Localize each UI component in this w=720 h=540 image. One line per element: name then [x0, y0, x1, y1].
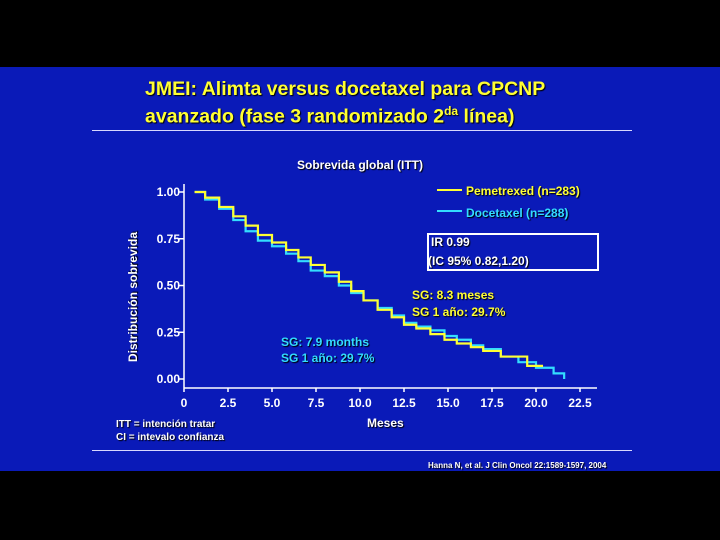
legend-docetaxel-label: Docetaxel (n=288) — [466, 206, 569, 220]
citation: Hanna N, et al. J Clin Oncol 22:1589-159… — [428, 461, 607, 470]
pemetrexed-median-survival: SG: 8.3 meses — [412, 288, 495, 302]
x-tick-label: 10.0 — [348, 396, 372, 410]
title-divider — [92, 130, 632, 131]
pemetrexed-one-year-survival: SG 1 año: 29.7% — [412, 305, 506, 319]
title-line-1: JMEI: Alimta versus docetaxel para CPCNP — [145, 78, 546, 100]
y-axis-label: Distribución sobrevida — [126, 231, 140, 362]
x-tick-label: 12.5 — [392, 396, 416, 410]
y-tick-label: 0.75 — [157, 232, 181, 246]
y-tick-label: 0.00 — [157, 372, 181, 386]
x-tick-label: 15.0 — [436, 396, 460, 410]
x-tick-label: 20.0 — [524, 396, 548, 410]
title-line-2-end: línea) — [458, 105, 515, 128]
x-tick-label: 22.5 — [568, 396, 592, 410]
legend-pemetrexed-label: Pemetrexed (n=283) — [466, 184, 580, 198]
footer-divider — [92, 450, 632, 451]
slide-title: JMEI: Alimta versus docetaxel para CPCNP… — [145, 78, 665, 128]
hazard-ratio-text: IR 0.99 — [431, 235, 470, 249]
x-tick-label: 7.5 — [308, 396, 325, 410]
x-axis-label: Meses — [367, 416, 404, 430]
y-tick-label: 1.00 — [157, 185, 181, 199]
x-tick-label: 5.0 — [264, 396, 281, 410]
title-line-2: avanzado (fase 3 randomizado 2da línea) — [145, 100, 665, 128]
hazard-ratio-box — [427, 233, 599, 271]
slide-background — [0, 67, 720, 471]
footnote-ci: CI = intevalo confianza — [116, 432, 225, 443]
docetaxel-curve — [194, 190, 566, 379]
x-tick-label: 17.5 — [480, 396, 504, 410]
confidence-interval-text: (IC 95% 0.82,1.20) — [428, 254, 529, 268]
docetaxel-median-survival: SG: 7.9 months — [281, 335, 370, 349]
title-line-2-text: avanzado (fase 3 randomizado 2 — [145, 105, 445, 128]
docetaxel-one-year-survival: SG 1 año: 29.7% — [281, 351, 375, 365]
pemetrexed-curve — [194, 190, 544, 368]
x-tick-label: 2.5 — [220, 396, 237, 410]
chart-subtitle: Sobrevida global (ITT) — [297, 158, 424, 172]
x-tick-label: 0 — [181, 396, 188, 410]
title-superscript: da — [444, 104, 459, 118]
y-tick-label: 0.50 — [157, 279, 181, 293]
y-tick-label: 0.25 — [157, 325, 181, 339]
footnote-itt: ITT = intención tratar — [116, 419, 216, 430]
